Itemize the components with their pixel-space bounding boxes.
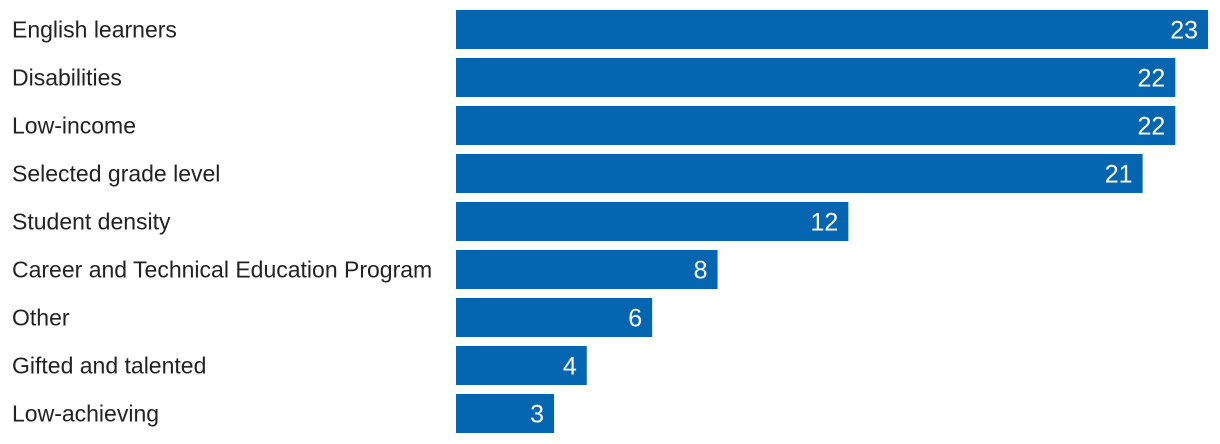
category-label: Disabilities [12,65,122,91]
bar [456,154,1143,193]
bar-value-label: 12 [811,209,839,237]
bar [456,58,1176,97]
bar [456,298,653,337]
bar-value-label: 23 [1170,17,1198,45]
bar [456,394,555,433]
bar-value-label: 3 [530,401,544,429]
category-label: English learners [12,17,177,43]
bar-value-label: 8 [694,257,708,285]
category-label: Low-income [12,113,136,139]
bar [456,250,718,289]
bar-value-label: 22 [1137,65,1165,93]
bar [456,346,587,385]
category-label: Career and Technical Education Program [12,257,432,283]
bar-value-label: 22 [1137,113,1165,141]
category-label: Selected grade level [12,161,220,187]
category-label: Gifted and talented [12,353,206,379]
bar-value-label: 4 [563,353,577,381]
bar [456,106,1176,145]
bar-value-label: 21 [1105,161,1133,189]
bar-value-label: 6 [628,305,642,333]
bar [456,202,849,241]
category-label: Other [12,305,70,331]
bar [456,10,1208,49]
category-label: Student density [12,209,171,235]
category-label: Low-achieving [12,401,159,427]
